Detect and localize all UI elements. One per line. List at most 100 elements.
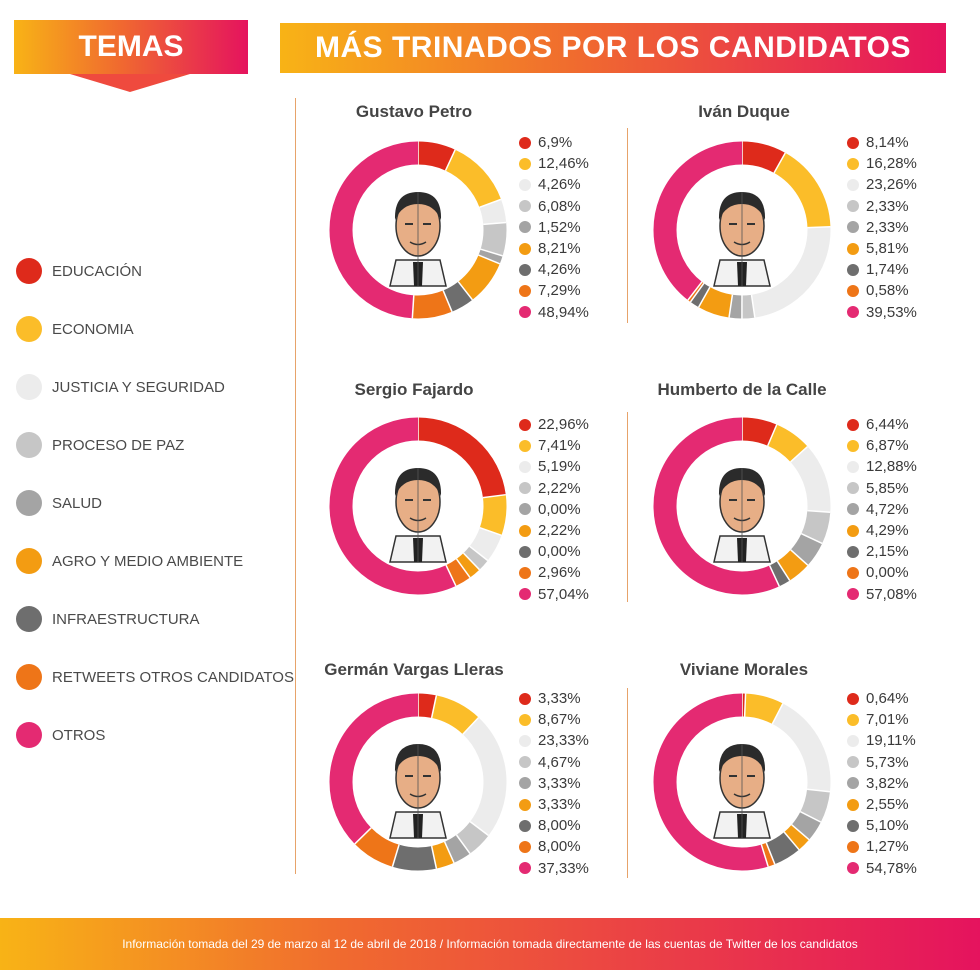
percentage-dot (519, 200, 531, 213)
percentage-row: 5,10% (847, 815, 917, 836)
percentage-list: 22,96% 7,41% 5,19% 2,22% 0,00% 2,22% 0,00% 2,96… (519, 414, 589, 605)
donut-slice (653, 417, 831, 595)
main-title: MÁS TRINADOS POR LOS CANDIDATOS (314, 31, 912, 64)
percentage-row: 8,67% (519, 709, 589, 730)
percentage-dot (847, 306, 859, 319)
footer-text: Información tomada del 29 de marzo al 12… (122, 937, 858, 951)
slice-separator (807, 226, 831, 229)
percentage-label: 23,33% (538, 732, 589, 750)
percentage-row: 8,00% (519, 815, 589, 836)
percentage-label: 3,33% (538, 690, 581, 708)
slice-separator (801, 533, 823, 545)
percentage-label: 8,21% (538, 240, 581, 258)
percentage-row: 6,44% (847, 414, 917, 435)
percentage-row: 2,55% (847, 794, 917, 815)
percentage-row: 3,33% (519, 773, 589, 794)
percentage-dot (519, 306, 531, 319)
donut-slice (329, 693, 507, 871)
donut-slice (653, 141, 831, 319)
slice-separator (482, 493, 506, 499)
donut-chart (653, 417, 831, 595)
legend-label: RETWEETS OTROS CANDIDATOS (52, 668, 294, 686)
percentage-dot (519, 221, 531, 234)
percentage-label: 23,26% (866, 176, 917, 194)
legend-label: AGRO Y MEDIO AMBIENTE (52, 552, 244, 570)
divider-row-1 (627, 128, 628, 323)
percentage-label: 4,72% (866, 500, 909, 518)
percentage-dot (847, 178, 859, 191)
percentage-label: 2,96% (538, 564, 581, 582)
slice-separator (455, 558, 471, 579)
candidate-name: Viviane Morales (679, 660, 809, 679)
legend-item: INFRAESTRUCTURA (16, 606, 200, 632)
percentage-dot (519, 503, 531, 516)
percentage-dot (519, 482, 531, 495)
percentage-row: 0,00% (519, 499, 589, 520)
percentage-label: 22,96% (538, 416, 589, 434)
percentage-dot (847, 284, 859, 297)
slice-separator (455, 834, 471, 855)
legend-swatch (16, 722, 42, 748)
donut-slice (329, 417, 507, 595)
percentage-label: 2,22% (538, 522, 581, 540)
legend-item: PROCESO DE PAZ (16, 432, 184, 458)
percentage-label: 8,00% (538, 817, 581, 835)
candidate-portrait (713, 192, 771, 287)
percentage-dot (519, 798, 531, 811)
percentage-label: 5,10% (866, 817, 909, 835)
slice-separator (767, 424, 778, 447)
donut-slice (329, 141, 507, 319)
legend-swatch (16, 606, 42, 632)
divider-row-3 (627, 688, 628, 878)
slice-separator (800, 811, 822, 823)
percentage-dot (519, 819, 531, 832)
percentage-label: 0,00% (538, 500, 581, 518)
percentage-row: 1,27% (847, 836, 917, 857)
legend-swatch (16, 490, 42, 516)
candidate-name: Germán Vargas Lleras (324, 660, 504, 679)
percentage-label: 12,46% (538, 155, 589, 173)
percentage-dot (847, 713, 859, 726)
percentage-label: 57,08% (866, 585, 917, 603)
slice-separator (790, 445, 809, 463)
left-divider (295, 98, 296, 874)
percentage-label: 5,73% (866, 753, 909, 771)
percentage-row: 7,01% (847, 709, 917, 730)
percentage-label: 7,41% (538, 437, 581, 455)
percentage-dot (519, 713, 531, 726)
percentage-dot (519, 157, 531, 170)
legend-swatch (16, 432, 42, 458)
percentage-dot (519, 777, 531, 790)
percentage-label: 6,87% (866, 437, 909, 455)
donut-slice (653, 693, 831, 871)
percentage-label: 37,33% (538, 859, 589, 877)
percentage-label: 8,00% (538, 838, 581, 856)
percentage-label: 4,26% (538, 176, 581, 194)
percentage-label: 6,9% (538, 134, 573, 152)
percentage-row: 2,15% (847, 541, 917, 562)
percentage-label: 0,64% (866, 690, 909, 708)
percentage-dot (847, 545, 859, 558)
percentage-dot (847, 588, 859, 601)
percentage-row: 1,52% (519, 217, 589, 238)
percentage-dot (847, 503, 859, 516)
percentage-label: 2,33% (866, 197, 909, 215)
percentage-row: 2,33% (847, 217, 917, 238)
percentage-dot (847, 221, 859, 234)
percentage-dot (847, 439, 859, 452)
donut-chart (329, 141, 507, 319)
legend-item: SALUD (16, 490, 102, 516)
slice-separator (430, 695, 438, 719)
donut-slice (653, 693, 831, 871)
candidate-name: Sergio Fajardo (354, 380, 474, 399)
percentage-dot (847, 840, 859, 853)
percentage-row: 16,28% (847, 153, 917, 174)
percentage-row: 6,9% (519, 132, 589, 153)
percentage-label: 2,15% (866, 543, 909, 561)
percentage-dot (519, 263, 531, 276)
slice-separator (750, 294, 756, 318)
slice-separator (760, 844, 769, 867)
percentage-row: 4,72% (847, 499, 917, 520)
slice-separator (443, 841, 455, 864)
percentage-row: 8,21% (519, 238, 589, 259)
